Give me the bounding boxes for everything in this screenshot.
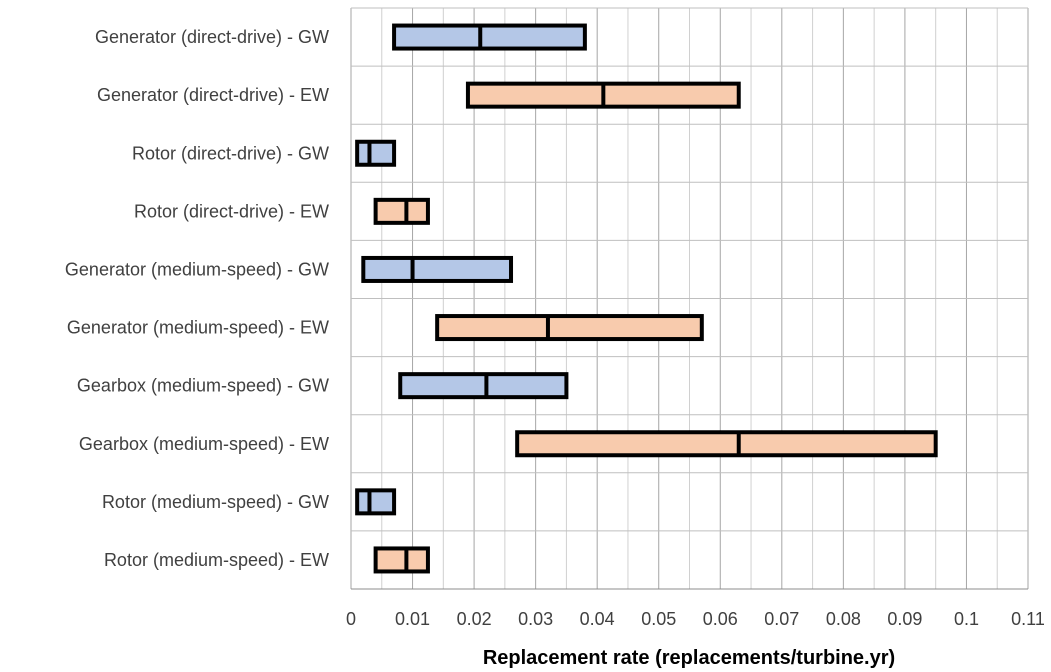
x-tick-label: 0.08 bbox=[826, 609, 861, 629]
range-box bbox=[355, 488, 397, 516]
range-box bbox=[515, 430, 938, 458]
x-tick-label: 0.07 bbox=[764, 609, 799, 629]
range-box bbox=[435, 314, 704, 342]
range-bar bbox=[361, 255, 514, 283]
range-bar bbox=[373, 197, 430, 225]
x-tick-label: 0.06 bbox=[703, 609, 738, 629]
x-axis-title: Replacement rate (replacements/turbine.y… bbox=[483, 647, 895, 669]
range-bar bbox=[398, 372, 569, 400]
range-bars bbox=[355, 23, 938, 574]
category-label: Generator (direct-drive) - EW bbox=[97, 85, 329, 105]
category-label: Rotor (direct-drive) - GW bbox=[132, 143, 329, 163]
range-box bbox=[373, 197, 430, 225]
x-tick-label: 0.09 bbox=[887, 609, 922, 629]
range-box bbox=[373, 546, 430, 574]
range-bar bbox=[355, 488, 397, 516]
x-tick-label: 0 bbox=[346, 609, 356, 629]
x-tick-label: 0.1 bbox=[954, 609, 979, 629]
range-box bbox=[398, 372, 569, 400]
category-label: Rotor (medium-speed) - GW bbox=[102, 492, 329, 512]
category-labels: Generator (direct-drive) - GW Generator (… bbox=[65, 27, 329, 570]
x-tick-label: 0.11 bbox=[1011, 609, 1045, 629]
x-tick-labels: 0 0.01 0.02 0.03 0.04 0.05 0.06 0.07 0.08 0.09 0.1… bbox=[346, 609, 1045, 629]
category-label: Rotor (direct-drive) - EW bbox=[134, 201, 329, 221]
x-tick-label: 0.04 bbox=[580, 609, 615, 629]
range-box bbox=[392, 23, 587, 51]
range-bar bbox=[392, 23, 587, 51]
x-tick-label: 0.05 bbox=[641, 609, 676, 629]
category-label: Gearbox (medium-speed) - EW bbox=[79, 434, 329, 454]
x-tick-label: 0.03 bbox=[518, 609, 553, 629]
x-tick-label: 0.01 bbox=[395, 609, 430, 629]
range-bar bbox=[373, 546, 430, 574]
category-label: Gearbox (medium-speed) - GW bbox=[77, 376, 329, 396]
x-tick-label: 0.02 bbox=[457, 609, 492, 629]
range-bar bbox=[515, 430, 938, 458]
category-label: Rotor (medium-speed) - EW bbox=[104, 550, 329, 570]
range-box bbox=[361, 255, 514, 283]
category-label: Generator (medium-speed) - GW bbox=[65, 259, 329, 279]
category-label: Generator (direct-drive) - GW bbox=[95, 27, 329, 47]
category-label: Generator (medium-speed) - EW bbox=[67, 318, 329, 338]
range-bar bbox=[355, 139, 397, 167]
range-bar bbox=[465, 81, 741, 109]
range-box bbox=[355, 139, 397, 167]
range-bar bbox=[435, 314, 704, 342]
